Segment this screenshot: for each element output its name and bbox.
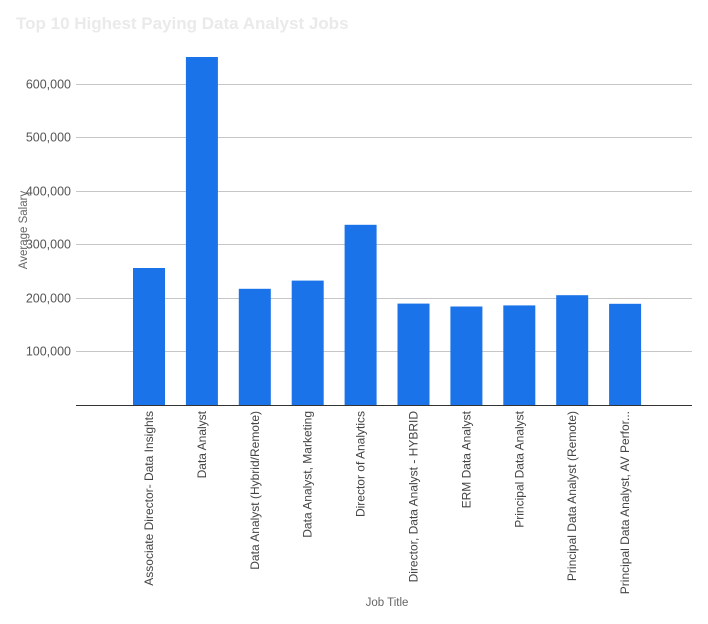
bar[interactable]: [609, 303, 642, 405]
x-tick-label: Data Analyst: [195, 410, 209, 478]
y-tick-label: 400,000: [26, 185, 71, 199]
gridlines: [76, 84, 692, 352]
y-tick-label: 600,000: [26, 78, 71, 92]
x-tick-label: Director of Analytics: [354, 411, 368, 517]
y-axis-ticks: 100,000 200,000 300,000 400,000 500,000 600,0…: [26, 78, 71, 359]
x-tick-label: Principal Data Analyst: [512, 410, 526, 527]
x-tick-label: Director, Data Analyst - HYBRID: [407, 411, 421, 583]
x-tick-label: ERM Data Analyst: [459, 410, 473, 508]
bar[interactable]: [556, 295, 589, 405]
x-axis-label: Job Title: [366, 597, 409, 609]
y-tick-label: 300,000: [26, 238, 71, 252]
bars: [133, 57, 642, 406]
bar[interactable]: [450, 306, 483, 406]
bar[interactable]: [238, 288, 271, 405]
y-tick-label: 100,000: [26, 345, 71, 359]
bar[interactable]: [133, 268, 165, 405]
bar[interactable]: [397, 303, 430, 405]
x-tick-label: Principal Data Analyst (Remote): [565, 411, 579, 581]
x-tick-label: Principal Data Analyst, AV Perfor...: [618, 411, 632, 594]
x-tick-label: Associate Director- Data Insights: [142, 411, 156, 586]
x-axis-ticks: Associate Director- Data Insights Data An…: [142, 410, 632, 594]
bar[interactable]: [503, 305, 536, 405]
y-axis-label: Average Salary: [18, 191, 30, 270]
y-tick-label: 200,000: [26, 292, 71, 306]
x-tick-label: Data Analyst (Hybrid/Remote): [248, 411, 262, 570]
bar[interactable]: [291, 280, 324, 405]
x-tick-label: Data Analyst, Marketing: [301, 411, 315, 538]
chart-title: Top 10 Highest Paying Data Analyst Jobs: [16, 14, 349, 33]
bar[interactable]: [344, 224, 377, 405]
y-tick-label: 500,000: [26, 131, 71, 145]
bar[interactable]: [185, 57, 218, 405]
